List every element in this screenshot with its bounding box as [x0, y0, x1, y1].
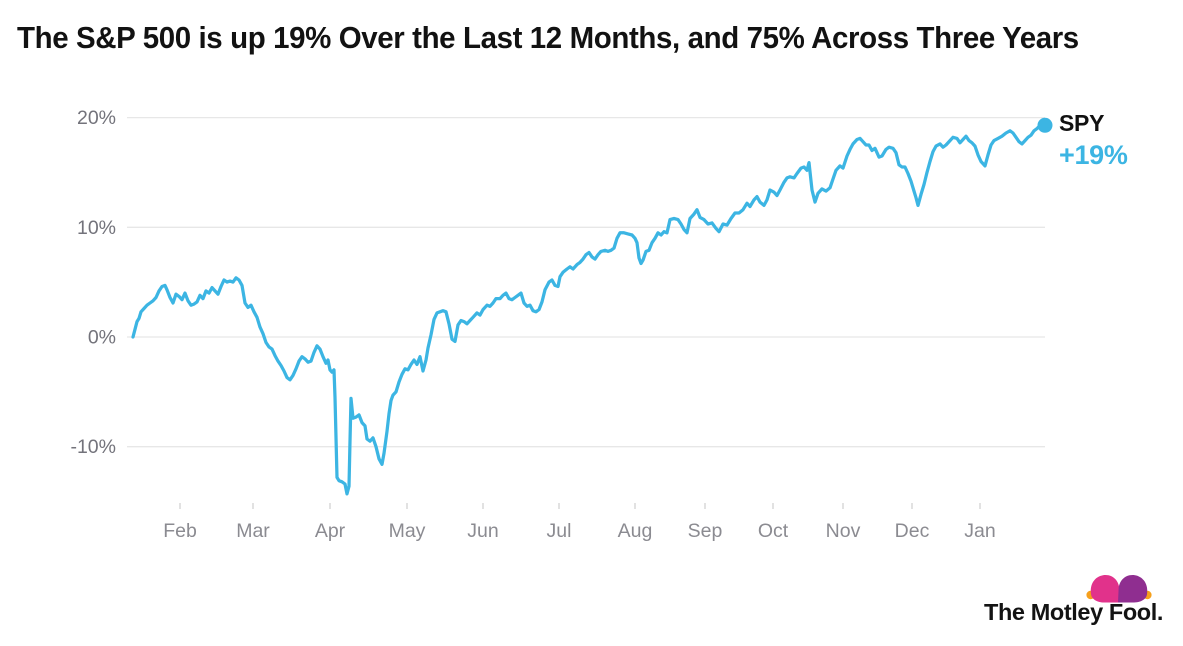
jester-hat-icon: [1086, 575, 1152, 603]
x-axis-label: Sep: [688, 520, 723, 542]
x-axis-label: Jun: [467, 520, 498, 542]
x-axis-label: Nov: [826, 520, 861, 542]
y-axis-label: -10%: [70, 436, 116, 458]
series-callout: SPY +19%: [1059, 112, 1128, 169]
x-axis-label: Feb: [163, 520, 197, 542]
x-axis-label: Apr: [315, 520, 346, 542]
logo-wordmark: The Motley Fool.: [984, 599, 1163, 625]
motley-fool-logo: The Motley Fool.: [905, 574, 1165, 626]
line-end-dot: [1037, 117, 1053, 133]
series-ticker-label: SPY: [1059, 110, 1105, 136]
x-axis-label: Oct: [758, 520, 789, 542]
x-axis-label: Jan: [964, 520, 995, 542]
x-axis-label: Dec: [895, 520, 930, 542]
x-axis-label: Mar: [236, 520, 270, 542]
hat-horn-right: [1118, 575, 1148, 603]
y-axis-label: 10%: [77, 217, 116, 239]
y-axis-label: 0%: [88, 327, 116, 349]
series-change-label: +19%: [1059, 140, 1128, 170]
x-axis-label: Aug: [618, 520, 653, 542]
spy-line: [131, 122, 1047, 496]
hat-horn-left: [1090, 575, 1120, 603]
chart-title: The S&P 500 is up 19% Over the Last 12 M…: [17, 20, 1079, 55]
x-axis-label: Jul: [547, 520, 572, 542]
y-axis-label: 20%: [77, 107, 116, 129]
x-axis-label: May: [389, 520, 426, 542]
